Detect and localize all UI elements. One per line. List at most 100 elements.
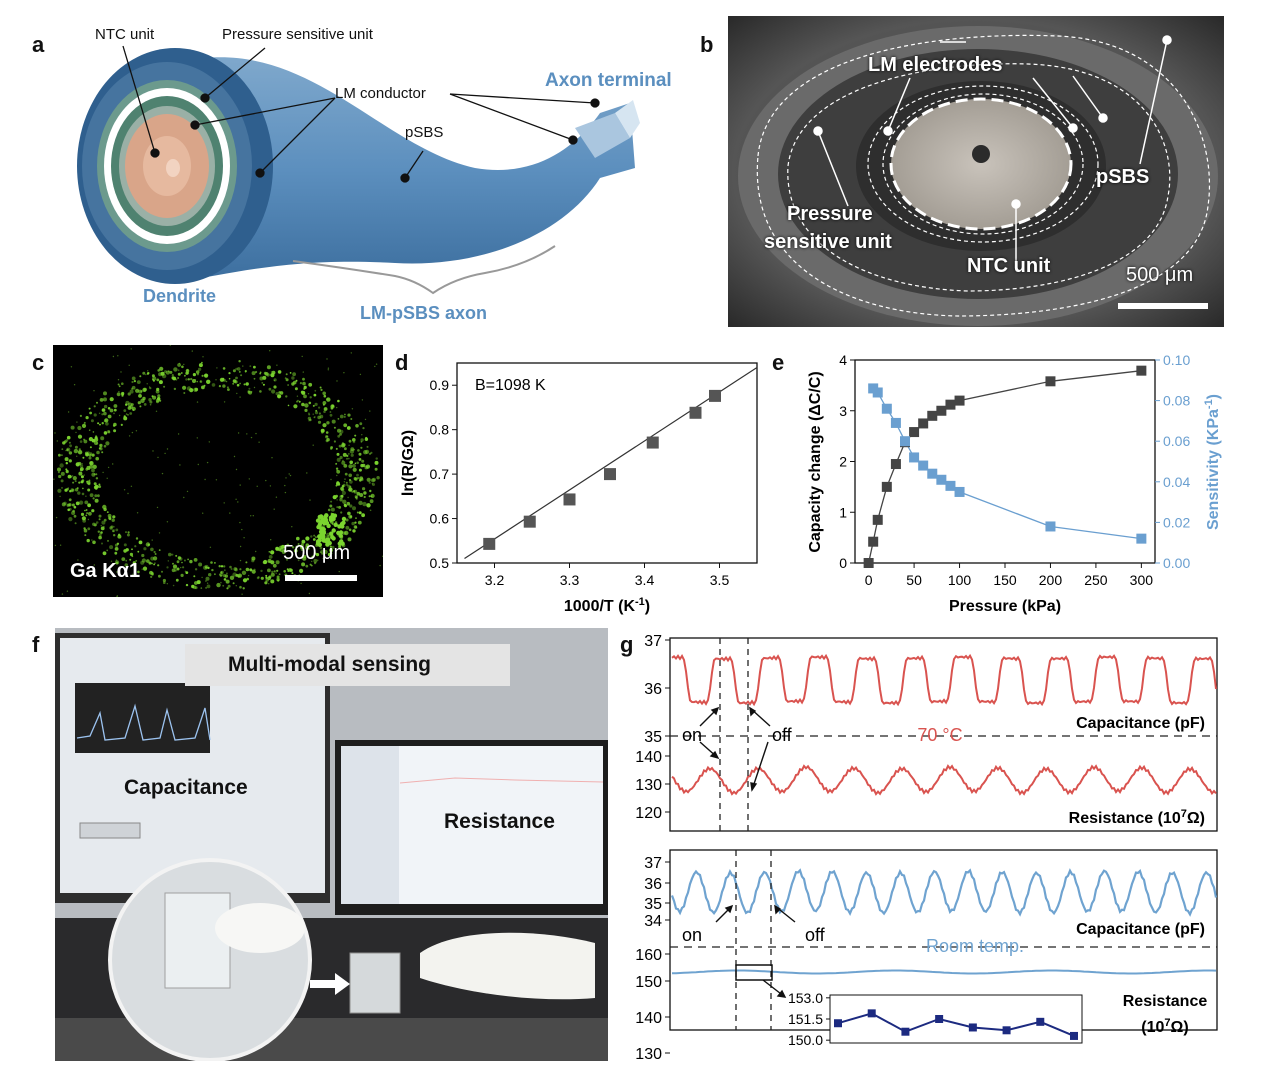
eds-dot — [291, 382, 295, 386]
data-point — [868, 536, 879, 547]
eds-dot — [197, 367, 202, 371]
eds-dot — [94, 523, 98, 527]
eds-dot — [347, 496, 349, 499]
eds-dot — [235, 367, 238, 371]
eds-dot — [66, 448, 69, 451]
panel-a-illustration — [77, 45, 640, 295]
eds-dot — [73, 514, 77, 518]
eds-dot — [339, 455, 343, 460]
eds-dot — [289, 372, 292, 374]
eds-dot — [374, 467, 378, 471]
y-tick-label: 0 — [839, 555, 847, 571]
eds-dot — [152, 450, 154, 452]
eds-dot — [348, 528, 352, 532]
eds-dot — [303, 394, 307, 399]
eds-dot — [250, 391, 253, 393]
eds-dot — [360, 438, 364, 442]
eds-dot — [349, 479, 351, 481]
axon-terminal — [575, 113, 630, 158]
eds-dot — [293, 404, 298, 409]
y2-axis-label-e: Sensitivity (KPa-1) — [1203, 394, 1222, 530]
eds-dot — [202, 512, 204, 514]
eds-dot — [131, 376, 136, 381]
eds-dot — [352, 440, 356, 444]
eds-dot — [369, 499, 374, 504]
eds-dot — [196, 401, 199, 403]
eds-dot — [320, 388, 323, 391]
eds-dot — [368, 481, 371, 484]
eds-dot — [366, 445, 369, 448]
eds-dot — [189, 388, 194, 393]
eds-dot — [270, 371, 273, 373]
eds-dot — [61, 502, 66, 507]
eds-dot — [156, 378, 160, 382]
eds-dot — [205, 580, 207, 582]
eds-dot — [291, 526, 293, 528]
eds-dot — [131, 548, 133, 551]
eds-dot — [247, 574, 250, 577]
eds-dot — [68, 459, 72, 463]
eds-dot — [336, 474, 338, 477]
scale-bar-c — [285, 575, 357, 581]
eds-dot — [79, 468, 83, 472]
eds-dot — [322, 401, 327, 405]
data-point — [936, 474, 947, 485]
eds-dot — [116, 542, 120, 545]
eds-dot — [171, 553, 174, 556]
y-tick-label: 0.7 — [430, 466, 450, 482]
eds-dot — [82, 519, 87, 523]
eds-dot — [248, 387, 251, 390]
eds-dot — [337, 418, 340, 420]
eds-dot — [301, 355, 303, 358]
eds-dot — [273, 379, 276, 382]
eds-dot — [132, 561, 136, 565]
eds-dot — [88, 407, 91, 410]
eds-dot — [360, 446, 363, 449]
eds-dot — [158, 380, 163, 385]
eds-dot — [271, 389, 276, 394]
eds-dot — [240, 374, 243, 377]
eds-dot — [223, 401, 226, 403]
series-line — [867, 370, 1142, 564]
data-point — [881, 481, 892, 492]
eds-dot — [103, 431, 108, 435]
eds-dot — [355, 517, 357, 519]
eds-dot — [300, 543, 305, 548]
panel-letter-b: b — [700, 32, 714, 57]
eds-dot — [269, 485, 272, 487]
eds-dot — [352, 464, 356, 468]
eds-dot — [166, 583, 168, 585]
y-tick-label: 37 — [644, 855, 662, 872]
eds-dot — [114, 560, 120, 565]
eds-dot — [123, 409, 127, 412]
eds-dot — [206, 379, 211, 384]
eds-dot — [125, 403, 128, 406]
eds-dot — [67, 487, 69, 489]
panel-letter-c: c — [32, 350, 45, 375]
eds-dot — [352, 467, 357, 472]
eds-dot — [158, 574, 161, 578]
eds-dot — [126, 533, 130, 537]
eds-dot — [273, 378, 277, 382]
eds-dot — [238, 360, 241, 363]
y-tick-label: 0.5 — [430, 555, 450, 571]
eds-dot — [189, 559, 193, 564]
eds-dot — [112, 530, 115, 532]
eds-dot — [330, 404, 335, 409]
eds-dot — [227, 388, 230, 391]
eds-dot — [205, 566, 208, 569]
eds-dot — [82, 456, 85, 459]
eds-dot — [307, 393, 310, 395]
eds-dot — [87, 451, 90, 455]
series-line — [872, 387, 1142, 540]
eds-dot — [359, 373, 362, 376]
eds-dot — [132, 409, 135, 411]
eds-dot — [67, 508, 70, 512]
eds-dot — [59, 544, 62, 546]
eds-dot — [60, 479, 64, 483]
axon-brace — [292, 245, 556, 295]
eds-dot — [93, 464, 95, 466]
eds-dot — [360, 440, 363, 443]
eds-dot — [314, 411, 319, 415]
eds-dot — [99, 398, 104, 402]
